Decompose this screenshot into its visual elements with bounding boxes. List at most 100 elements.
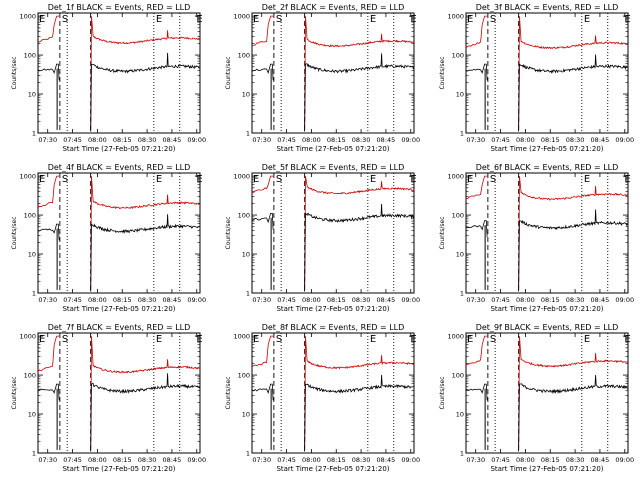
y-axis-label: Counts/sec: [439, 376, 446, 409]
events-series-line: [251, 53, 414, 132]
event-marker-label: E: [370, 174, 376, 185]
x-tick-label: 08:45: [163, 296, 182, 304]
event-marker-label: E: [253, 334, 259, 345]
x-tick-label: 07:30: [38, 136, 57, 144]
plot-frame: [465, 332, 629, 454]
event-marker-label: E: [410, 174, 416, 185]
x-tick-label: 07:30: [466, 296, 485, 304]
events-series-line: [251, 374, 414, 452]
chart-title: Det_8f BLACK = Events, RED = LLD: [262, 323, 405, 332]
chart-panel: Det_1f BLACK = Events, RED = LLD 1 10 100 10…: [11, 3, 206, 153]
lld-series-line: [251, 15, 414, 132]
chart-panel: Det_9f BLACK = Events, RED = LLD 1 10 100 10…: [439, 323, 634, 473]
event-marker-label: S: [490, 14, 496, 25]
x-tick-label: 09:00: [615, 136, 634, 144]
chart-title: Det_2f BLACK = Events, RED = LLD: [262, 3, 405, 12]
plot-frame: [37, 172, 201, 294]
x-axis-label: Start Time (27-Feb-05 07:21:20): [490, 465, 603, 473]
y-tick-label: 100: [24, 52, 36, 60]
x-tick-label: 09:00: [401, 136, 420, 144]
event-marker-label: S: [490, 334, 496, 345]
x-tick-label: 07:30: [252, 456, 271, 464]
x-tick-label: 08:45: [591, 136, 610, 144]
plot-frame: [37, 12, 201, 134]
chart-title: Det_1f BLACK = Events, RED = LLD: [48, 3, 191, 12]
x-tick-label: 09:00: [187, 296, 206, 304]
x-axis-label: Start Time (27-Feb-05 07:21:20): [276, 305, 389, 313]
x-tick-label: 08:30: [566, 456, 585, 464]
x-tick-label: 08:00: [516, 136, 535, 144]
event-marker-label: E: [156, 14, 162, 25]
y-tick-label: 1000: [19, 333, 36, 341]
lld-series-line: [465, 15, 628, 132]
y-tick-label: 1000: [19, 13, 36, 21]
event-marker-label: E: [253, 14, 259, 25]
y-tick-label: 100: [452, 372, 464, 380]
y-tick-label: 10: [242, 411, 250, 419]
chart-panel: Det_2f BLACK = Events, RED = LLD 1 10 100 10…: [225, 3, 420, 153]
chart-title: Det_5f BLACK = Events, RED = LLD: [262, 163, 405, 172]
x-tick-label: 09:00: [401, 456, 420, 464]
x-tick-label: 08:15: [541, 136, 560, 144]
x-tick-label: 08:45: [377, 136, 396, 144]
y-tick-label: 1000: [447, 173, 464, 181]
x-axis-label: Start Time (27-Feb-05 07:21:20): [276, 145, 389, 153]
events-series-line: [465, 374, 628, 452]
x-tick-label: 08:30: [138, 136, 157, 144]
event-marker-label: S: [490, 174, 496, 185]
y-tick-label: 1000: [233, 173, 250, 181]
y-tick-label: 1: [460, 290, 464, 298]
chart-title: Det_4f BLACK = Events, RED = LLD: [48, 163, 191, 172]
y-tick-label: 100: [452, 52, 464, 60]
y-tick-label: 1: [32, 130, 36, 138]
x-tick-label: 07:45: [63, 296, 82, 304]
event-marker-label: E: [370, 334, 376, 345]
x-tick-label: 07:30: [252, 136, 271, 144]
event-marker-label: E: [624, 334, 630, 345]
y-tick-label: 1000: [447, 13, 464, 21]
chart-title: Det_7f BLACK = Events, RED = LLD: [48, 323, 191, 332]
chart-panel: Det_6f BLACK = Events, RED = LLD 1 10 100 10…: [439, 163, 634, 313]
events-series-line: [37, 214, 200, 292]
y-tick-label: 10: [28, 251, 36, 259]
y-tick-label: 1: [460, 130, 464, 138]
x-tick-label: 08:15: [541, 296, 560, 304]
x-tick-label: 08:15: [113, 296, 132, 304]
event-marker-label: E: [410, 14, 416, 25]
y-axis-label: Counts/sec: [11, 56, 18, 89]
x-tick-label: 08:15: [327, 456, 346, 464]
event-marker-label: E: [410, 334, 416, 345]
x-tick-label: 07:45: [63, 136, 82, 144]
y-tick-label: 1000: [233, 13, 250, 21]
lld-series-line: [465, 335, 628, 452]
events-series-line: [251, 203, 414, 292]
plot-frame: [251, 172, 415, 294]
y-tick-label: 1000: [233, 333, 250, 341]
x-tick-label: 08:00: [302, 136, 321, 144]
x-tick-label: 07:30: [466, 456, 485, 464]
plot-frame: [465, 172, 629, 294]
event-marker-label: E: [467, 14, 473, 25]
y-tick-label: 100: [24, 372, 36, 380]
x-tick-label: 09:00: [187, 456, 206, 464]
event-marker-label: E: [156, 334, 162, 345]
x-tick-label: 08:15: [113, 456, 132, 464]
x-tick-label: 08:45: [163, 456, 182, 464]
chart-title: Det_9f BLACK = Events, RED = LLD: [476, 323, 619, 332]
y-tick-label: 1: [246, 130, 250, 138]
event-marker-label: S: [276, 174, 282, 185]
x-tick-label: 08:30: [352, 136, 371, 144]
chart-panel: Det_7f BLACK = Events, RED = LLD 1 10 100 10…: [11, 323, 206, 473]
x-tick-label: 08:15: [327, 136, 346, 144]
event-marker-label: E: [39, 14, 45, 25]
y-axis-label: Counts/sec: [225, 216, 232, 249]
y-tick-label: 100: [24, 212, 36, 220]
x-tick-label: 08:45: [591, 456, 610, 464]
events-series-line: [37, 52, 200, 132]
event-marker-label: E: [196, 14, 202, 25]
event-marker-label: E: [624, 14, 630, 25]
x-tick-label: 07:45: [491, 456, 510, 464]
x-tick-label: 08:15: [541, 456, 560, 464]
x-axis-label: Start Time (27-Feb-05 07:21:20): [62, 145, 175, 153]
